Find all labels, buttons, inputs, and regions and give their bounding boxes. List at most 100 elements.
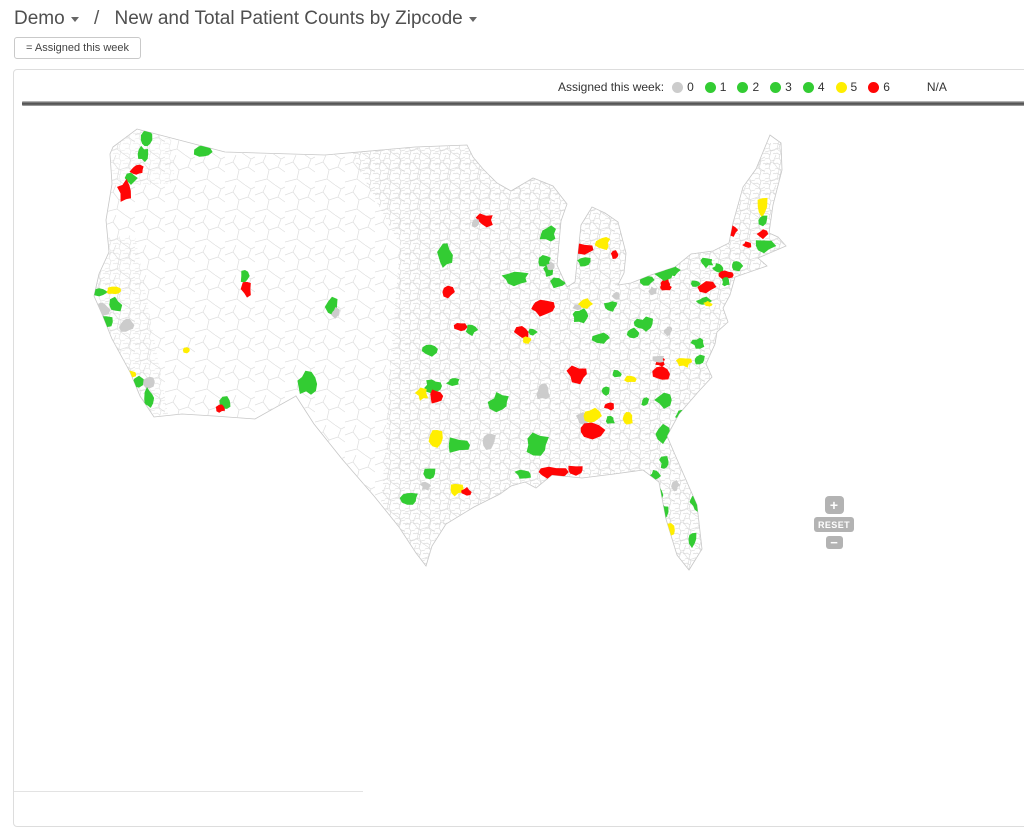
zipcode-region[interactable] xyxy=(528,328,538,336)
zipcode-region[interactable] xyxy=(583,407,602,423)
zipcode-region[interactable] xyxy=(718,270,734,281)
zipcode-region[interactable] xyxy=(240,281,251,298)
zipcode-region[interactable] xyxy=(297,370,318,395)
zipcode-region[interactable] xyxy=(612,369,622,378)
zipcode-region[interactable] xyxy=(465,324,479,337)
zipcode-region[interactable] xyxy=(106,286,122,295)
zipcode-region[interactable] xyxy=(572,304,582,311)
zipcode-region[interactable] xyxy=(635,316,653,332)
zipcode-region[interactable] xyxy=(671,480,681,492)
zipcode-region[interactable] xyxy=(591,332,610,344)
breadcrumb-report[interactable]: New and Total Patient Counts by Zipcode xyxy=(115,8,477,30)
zipcode-region[interactable] xyxy=(660,283,672,291)
zipcode-region[interactable] xyxy=(423,468,436,480)
reset-button[interactable]: RESET xyxy=(813,517,854,532)
zipcode-region[interactable] xyxy=(487,392,509,413)
zipcode-region[interactable] xyxy=(538,466,569,479)
zipcode-region[interactable] xyxy=(690,280,701,287)
zipcode-region[interactable] xyxy=(654,392,672,409)
zipcode-region[interactable] xyxy=(661,232,671,244)
zipcode-region[interactable] xyxy=(686,234,696,244)
zipcode-region[interactable] xyxy=(572,308,589,324)
zipcode-region[interactable] xyxy=(453,323,468,332)
zipcode-region[interactable] xyxy=(700,257,714,269)
zipcode-region[interactable] xyxy=(648,286,658,296)
project-dropdown-caret-icon[interactable] xyxy=(70,17,79,22)
assigned-this-week-toggle-button[interactable]: = Assigned this week xyxy=(14,37,142,59)
breadcrumb-project[interactable]: Demo xyxy=(14,8,79,30)
zipcode-region[interactable] xyxy=(577,257,591,267)
zipcode-region[interactable] xyxy=(652,355,665,363)
zipcode-region[interactable] xyxy=(471,219,480,228)
zipcode-region[interactable] xyxy=(331,307,340,319)
report-dropdown-caret-icon[interactable] xyxy=(468,17,477,22)
zipcode-region[interactable] xyxy=(742,241,752,248)
zipcode-region[interactable] xyxy=(428,430,443,448)
zipcode-region[interactable] xyxy=(694,354,705,365)
zipcode-region[interactable] xyxy=(182,347,190,354)
zipcode-region[interactable] xyxy=(399,493,418,505)
zipcode-region[interactable] xyxy=(137,145,149,163)
zipcode-region[interactable] xyxy=(420,481,432,491)
zipcode-region[interactable] xyxy=(437,243,453,268)
zipcode-region[interactable] xyxy=(722,277,730,287)
zipcode-region[interactable] xyxy=(604,402,614,411)
zipcode-region[interactable] xyxy=(513,326,529,338)
zipcode-region[interactable] xyxy=(605,415,615,424)
zipcode-region[interactable] xyxy=(240,270,250,283)
zipcode-region[interactable] xyxy=(442,285,455,299)
zipcode-region[interactable] xyxy=(124,172,138,185)
us-zipcode-map[interactable] xyxy=(75,125,795,575)
zipcode-region[interactable] xyxy=(690,337,705,349)
zipcode-region[interactable] xyxy=(698,226,717,235)
zipcode-region[interactable] xyxy=(523,336,532,344)
zipcode-region[interactable] xyxy=(626,327,640,339)
zipcode-region[interactable] xyxy=(531,299,555,317)
zipcode-region[interactable] xyxy=(712,263,724,273)
zipcode-region[interactable] xyxy=(758,215,768,227)
zipcode-region[interactable] xyxy=(414,387,429,401)
zipcode-region[interactable] xyxy=(430,389,444,404)
zipcode-region[interactable] xyxy=(580,422,606,440)
zipcode-region[interactable] xyxy=(604,301,618,312)
zipcode-region[interactable] xyxy=(526,432,549,456)
zipcode-region[interactable] xyxy=(578,298,594,309)
zipcode-region[interactable] xyxy=(566,365,587,385)
zoom-out-button[interactable]: − xyxy=(825,535,843,550)
zipcode-region[interactable] xyxy=(475,213,493,228)
zipcode-region[interactable] xyxy=(675,358,693,368)
zipcode-region[interactable] xyxy=(688,532,697,549)
zipcode-region[interactable] xyxy=(538,255,551,267)
zipcode-region[interactable] xyxy=(109,296,123,312)
zipcode-region[interactable] xyxy=(732,261,744,272)
zipcode-region[interactable] xyxy=(546,261,555,271)
zipcode-region[interactable] xyxy=(655,423,671,444)
zipcode-region[interactable] xyxy=(424,379,442,394)
zipcode-region[interactable] xyxy=(703,301,713,307)
zipcode-region[interactable] xyxy=(482,433,496,450)
zipcode-region[interactable] xyxy=(755,240,777,254)
zipcode-region[interactable] xyxy=(117,178,131,202)
zipcode-region[interactable] xyxy=(132,375,146,388)
zipcode-region[interactable] xyxy=(215,404,226,413)
zipcode-region[interactable] xyxy=(550,277,567,289)
zipcode-region[interactable] xyxy=(129,164,144,175)
zipcode-region[interactable] xyxy=(448,437,470,453)
zipcode-region[interactable] xyxy=(501,271,529,287)
zipcode-region[interactable] xyxy=(539,225,556,242)
zipcode-region[interactable] xyxy=(514,469,531,479)
zipcode-region[interactable] xyxy=(143,376,155,389)
zipcode-region[interactable] xyxy=(659,456,669,469)
zipcode-region[interactable] xyxy=(421,344,438,357)
zipcode-region[interactable] xyxy=(601,386,610,396)
zipcode-region[interactable] xyxy=(193,144,213,157)
zipcode-region[interactable] xyxy=(568,465,583,476)
zipcode-region[interactable] xyxy=(140,129,153,147)
zipcode-region[interactable] xyxy=(144,387,155,408)
zipcode-region[interactable] xyxy=(594,237,611,251)
zipcode-region[interactable] xyxy=(663,326,673,336)
zipcode-region[interactable] xyxy=(757,197,768,218)
zipcode-region[interactable] xyxy=(461,487,472,496)
zipcode-region[interactable] xyxy=(641,397,650,406)
zipcode-region[interactable] xyxy=(627,268,639,278)
